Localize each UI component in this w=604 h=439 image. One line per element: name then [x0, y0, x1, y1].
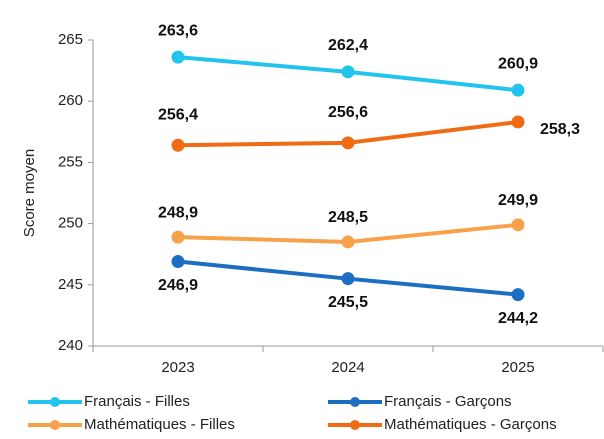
x-tick-label: 2023 [161, 359, 194, 376]
point [341, 272, 355, 286]
value-label: 244,2 [498, 310, 538, 327]
legend-label: Mathématiques - Filles [84, 416, 235, 433]
point [171, 50, 185, 64]
y-axis-label: Score moyen [21, 149, 38, 237]
point [171, 255, 185, 269]
value-label: 245,5 [328, 294, 368, 311]
value-label: 256,4 [158, 106, 198, 123]
x-tick-label: 2024 [331, 359, 364, 376]
value-label: 249,9 [498, 192, 538, 209]
legend-marker [50, 420, 60, 430]
point [511, 288, 525, 302]
point [511, 115, 525, 129]
point [511, 83, 525, 97]
value-label: 258,3 [540, 121, 580, 138]
value-label: 246,9 [158, 277, 198, 294]
y-tick-label: 265 [58, 31, 83, 48]
value-label: 260,9 [498, 55, 538, 72]
legend-marker [350, 420, 360, 430]
y-tick-label: 255 [58, 153, 83, 170]
legend-marker [350, 397, 360, 407]
point [171, 138, 185, 152]
y-tick-label: 240 [58, 337, 83, 354]
y-tick-label: 245 [58, 276, 83, 293]
y-tick-label: 260 [58, 92, 83, 109]
legend-label: Français - Filles [84, 393, 190, 410]
value-label: 256,6 [328, 104, 368, 121]
value-label: 248,5 [328, 209, 368, 226]
point [171, 230, 185, 244]
point [511, 218, 525, 232]
point [341, 235, 355, 249]
legend-label: Français - Garçons [384, 393, 512, 410]
legend-marker [50, 397, 60, 407]
value-label: 262,4 [328, 37, 368, 54]
value-label: 248,9 [158, 204, 198, 221]
legend-label: Mathématiques - Garçons [384, 416, 557, 433]
x-tick-label: 2025 [501, 359, 534, 376]
y-tick-label: 250 [58, 215, 83, 232]
point [341, 136, 355, 150]
point [341, 65, 355, 79]
value-label: 263,6 [158, 22, 198, 39]
